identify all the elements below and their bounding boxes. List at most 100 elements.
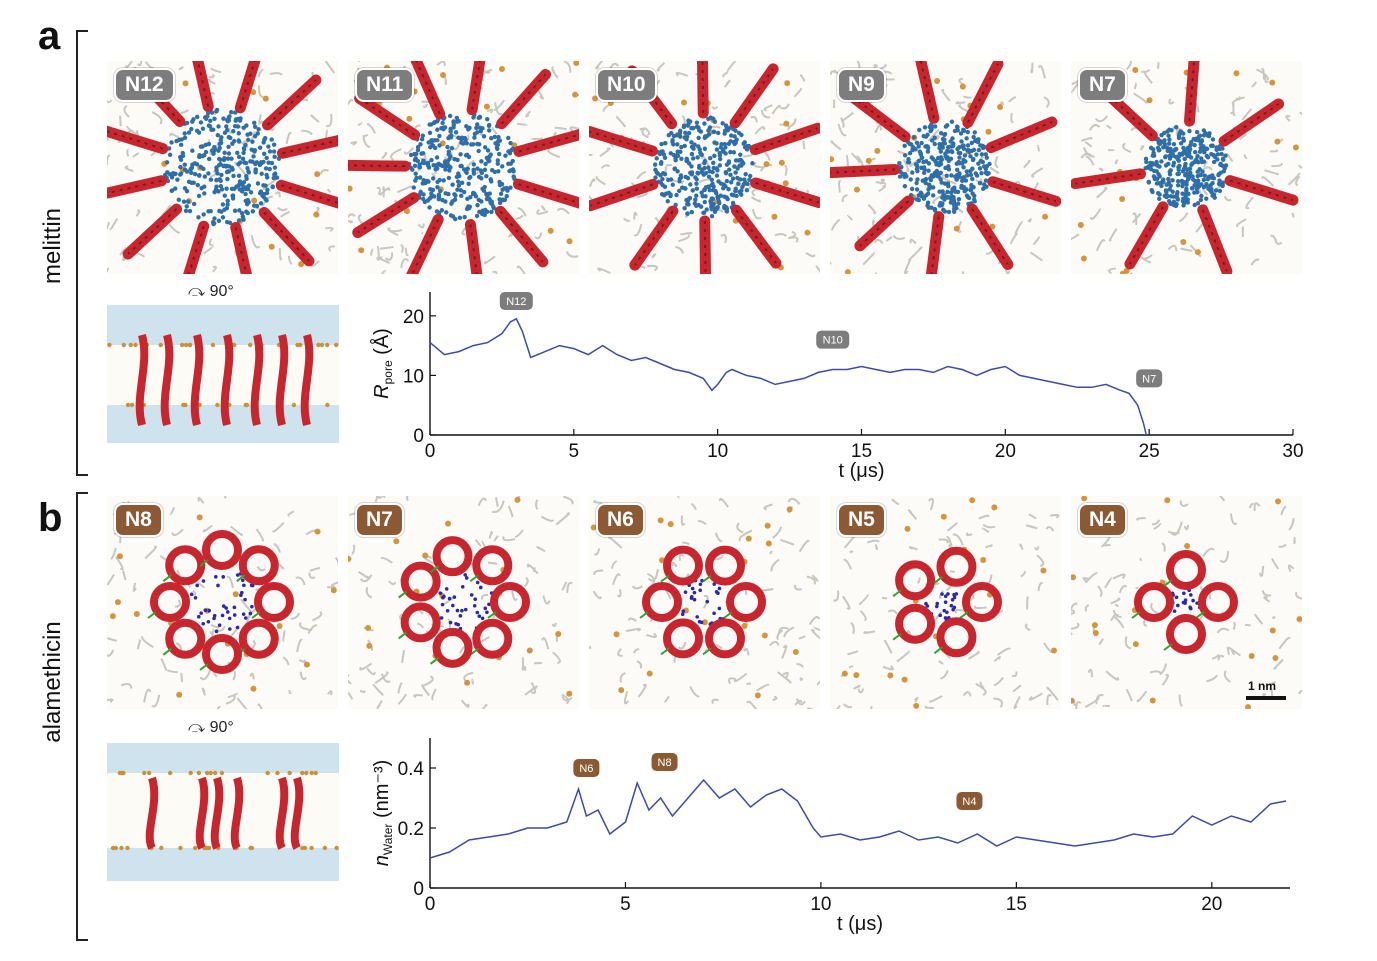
lipid-tail (882, 665, 894, 671)
snapshot-badge: N7 (355, 503, 404, 537)
water-bead (421, 196, 426, 202)
water-bead (1159, 159, 1164, 164)
water-bead (926, 168, 931, 173)
water-bead (658, 161, 664, 166)
lipid-tail (309, 566, 321, 572)
lipid-tail (883, 639, 893, 654)
water-bead (438, 188, 443, 194)
water-bead (726, 159, 732, 164)
water-bead (439, 208, 445, 213)
water-bead (914, 187, 920, 192)
helix (238, 618, 279, 659)
water-bead (220, 613, 225, 618)
lipid-tail (885, 236, 893, 242)
water-bead (225, 198, 230, 204)
lipid-tail (870, 705, 873, 709)
phosphate-bead (1180, 238, 1187, 245)
lipid-tail (328, 245, 335, 252)
water-bead (259, 171, 264, 176)
phosphate-bead (358, 247, 365, 254)
lipid-tail (646, 572, 656, 586)
water-bead (717, 200, 722, 206)
helix (202, 634, 242, 674)
headgroup (208, 770, 213, 776)
lipid-tail (536, 88, 544, 100)
side-chain (429, 565, 440, 573)
water-bead (417, 175, 423, 180)
lipid-tail (830, 218, 841, 231)
water-bead (202, 184, 207, 189)
water-bead (972, 193, 977, 198)
lipid-tail (1226, 152, 1234, 163)
water-bead (271, 142, 277, 147)
side-chain (660, 574, 670, 583)
water-bead (961, 165, 966, 170)
water-bead (979, 170, 984, 176)
lipid-tail (714, 554, 724, 561)
water-bead (699, 620, 704, 625)
water-bead (248, 159, 253, 164)
water-bead (736, 130, 742, 136)
water-bead (476, 174, 482, 180)
lipid-tail (376, 186, 381, 195)
water-bead (951, 209, 957, 215)
water-bead (255, 131, 260, 136)
lipid-tail (769, 550, 773, 555)
water-bead (182, 162, 187, 167)
water-bead (665, 199, 670, 204)
annotation-n12: N12 (499, 291, 533, 310)
water-bead (706, 165, 711, 170)
water-bead (1167, 137, 1172, 142)
lipid-tail (1273, 658, 1284, 670)
water-bead (1167, 169, 1172, 174)
water-bead (732, 164, 737, 169)
water-bead (210, 127, 216, 132)
water-bead (183, 208, 189, 214)
headgroup (119, 770, 125, 776)
water-bead (477, 114, 483, 120)
lipid-tail (278, 247, 283, 261)
lipid-tail (690, 502, 697, 511)
helix-turns (500, 73, 547, 125)
water-bead (508, 185, 513, 190)
water-bead (217, 623, 222, 627)
water-bead (724, 209, 730, 214)
annotation-label: N4 (962, 796, 976, 808)
lipid-tail (1167, 244, 1178, 252)
lipid-tail (325, 129, 329, 139)
water-bead (201, 621, 206, 626)
lipid-tail (376, 700, 383, 709)
water-bead (1183, 196, 1188, 201)
water-bead (921, 170, 927, 176)
phosphate-bead (765, 540, 772, 547)
water-bead (484, 173, 489, 179)
water-bead (269, 160, 275, 166)
water-bead (697, 128, 702, 133)
lipid-tail (556, 207, 570, 215)
water-bead (449, 201, 454, 206)
phosphate-bead (771, 213, 778, 220)
lipid-tail (1287, 564, 1295, 573)
snapshot-image (348, 496, 574, 709)
water-bead (710, 116, 716, 121)
water-bead (1176, 158, 1181, 163)
lipid-tail (589, 153, 593, 157)
water-bead (267, 166, 272, 172)
phosphate-bead (763, 161, 770, 168)
water-bead (226, 144, 231, 149)
water-bead (195, 583, 199, 588)
water-bead (497, 200, 503, 206)
lipid-tail (1167, 530, 1180, 535)
water-bead (191, 180, 196, 185)
phosphate-bead (613, 631, 620, 638)
water-bead (964, 169, 969, 174)
phosphate-bead (1269, 627, 1276, 634)
water-bead (1177, 151, 1182, 157)
lipid-tail (179, 109, 189, 115)
phosphate-bead (514, 496, 521, 503)
water-bead (1205, 177, 1210, 182)
water-bead (1163, 163, 1169, 168)
side-chain (429, 657, 440, 665)
lipid-tail (597, 267, 611, 274)
water-bead (714, 147, 720, 152)
